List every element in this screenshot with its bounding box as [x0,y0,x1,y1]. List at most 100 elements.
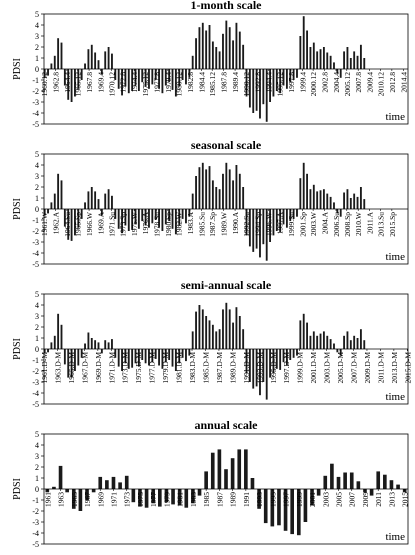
x-tick-label: 1989 [229,492,238,507]
y-tick-label: -1 [32,76,39,85]
bar [57,313,60,349]
x-tick-label: 1999.D-M [296,352,305,384]
bar [323,475,328,489]
y-tick-label: -3 [32,238,39,247]
bar [164,349,167,363]
bar [198,167,201,209]
bar [148,209,150,228]
bar [124,475,129,489]
bar [359,44,362,69]
bar [47,69,49,76]
bar [343,335,346,349]
bar [84,343,86,349]
bar [222,173,224,209]
bar [225,20,228,70]
bar [144,489,149,508]
x-tick-label: 2003.D-M [323,352,332,384]
bar [275,349,278,369]
x-tick-label: 1969.A [97,211,106,234]
bar [91,489,96,493]
bar [171,489,175,505]
bar [131,69,134,91]
x-tick-label: 2002.8 [321,72,330,93]
x-tick-label: 1985.Su [197,212,206,237]
x-axis-label: time [385,391,405,403]
bar [306,30,308,69]
bar [356,338,359,349]
bar [80,349,83,358]
x-tick-label: 1980.Sp [164,212,173,237]
bar [57,38,60,69]
bar [174,209,177,235]
bar [74,349,76,371]
bar [177,489,182,506]
x-axis-label: time [385,111,405,123]
bar [282,69,285,86]
bar [225,162,228,209]
bar [164,69,167,86]
bar [65,489,69,493]
bar [178,209,181,226]
y-tick-label: -5 [32,260,39,269]
bar [296,209,298,217]
bar [50,202,53,209]
bar [114,69,117,80]
y-tick-label: 0 [35,345,39,354]
bar [63,349,66,365]
bar [57,173,60,209]
x-tick-label: 1960.12 [40,72,49,97]
bar [309,47,312,69]
x-tick-label: 2010.W [354,211,363,236]
y-tick-label: -2 [32,507,39,516]
bar [228,309,231,349]
bar [349,198,352,209]
x-tick-label: 1987.D-M [215,352,224,384]
x-tick-label: 2006.Su [332,212,341,237]
bar [290,489,294,535]
bar [269,349,271,378]
bar [222,309,224,349]
bar [53,193,56,209]
x-tick-label: 1995.D-M [269,352,278,384]
y-tick-label: 3 [35,452,39,461]
x-tick-label: 2005.D-M [336,352,345,384]
bar [356,196,359,209]
x-tick-label: 1984.4 [197,72,206,93]
bar [363,340,366,349]
bar [263,489,268,524]
bar [339,349,342,356]
bar [309,189,312,209]
bar [346,331,349,349]
x-tick-label: 1961.W [40,211,49,236]
x-tick-label: 2005.12 [343,72,352,97]
y-tick-label: 4 [35,441,39,450]
x-tick-label: 1987 [215,492,224,507]
x-tick-label: 2015.D-M [403,352,412,384]
bar [181,349,184,358]
bar [63,209,66,227]
x-tick-label: 1965 [70,492,79,507]
bar [346,189,349,209]
bar [178,349,181,364]
bar [111,53,113,69]
bar [250,478,255,489]
bar [80,209,83,219]
bar [289,209,292,222]
bar [329,196,332,209]
x-tick-label: 2003.W [309,211,318,236]
bar [312,184,315,209]
bar [77,349,80,366]
bar [272,69,275,97]
bar [299,178,302,209]
y-tick-label: -2 [32,367,39,376]
bar [244,449,248,489]
bar [242,329,245,349]
bar [336,476,341,489]
bar [98,476,103,489]
bar [330,463,334,489]
bar [148,349,150,366]
x-tick-label: 2007.D-M [350,352,359,384]
bar [127,69,130,94]
x-tick-label: 1999.4 [298,72,307,93]
